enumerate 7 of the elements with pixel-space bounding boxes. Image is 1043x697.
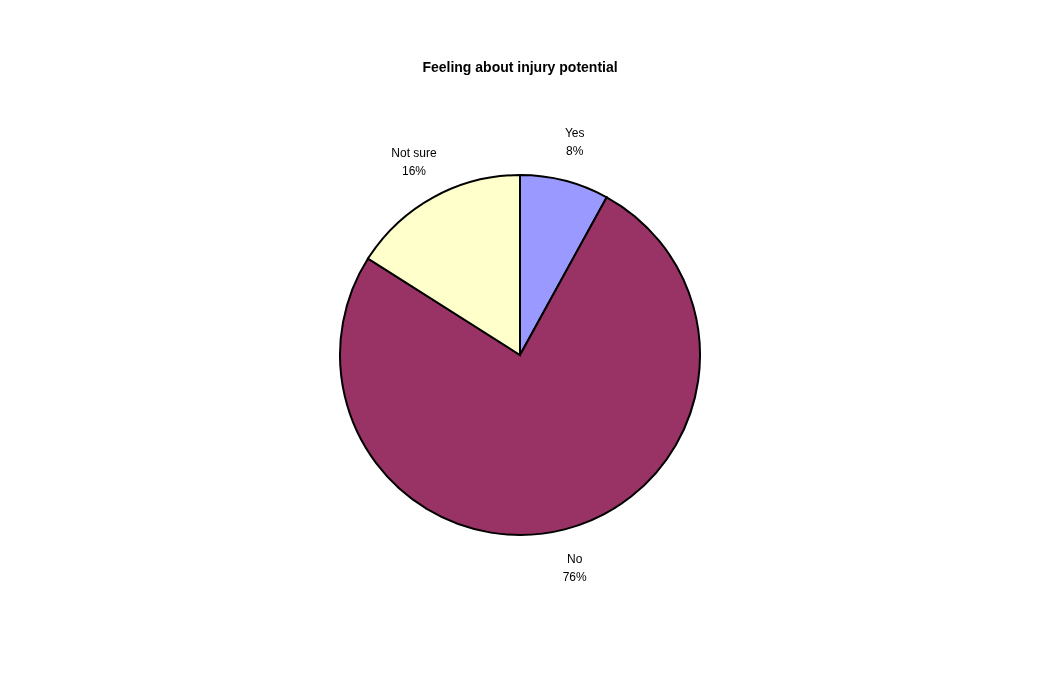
slice-label: No: [567, 552, 583, 567]
chart-title: Feeling about injury potential: [422, 59, 618, 75]
data-label: 76%: [562, 570, 588, 585]
data-label: 8%: [566, 143, 584, 158]
slice-label: Not sure: [391, 146, 438, 161]
slice-label: Yes: [564, 125, 585, 140]
data-label: 16%: [402, 164, 427, 179]
